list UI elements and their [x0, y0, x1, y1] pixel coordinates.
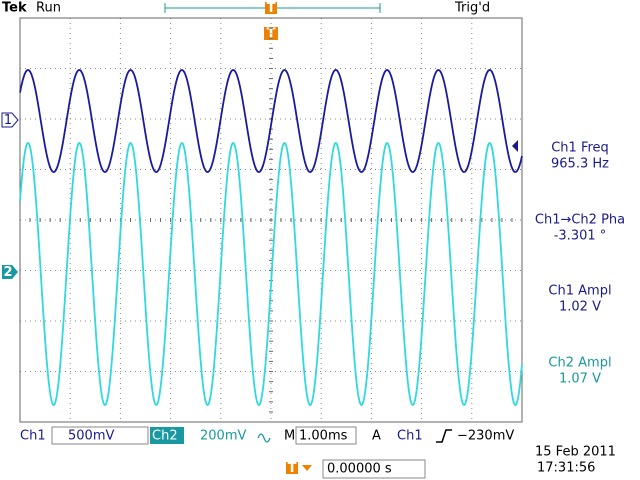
ch2-label-box [150, 427, 184, 444]
ch2-marker [2, 265, 18, 279]
ch1-scale: 500mV [68, 429, 114, 444]
time: 17:31:56 [537, 461, 595, 476]
ch1-trigger-level [512, 140, 518, 152]
measurement-value: 1.02 V [559, 300, 601, 315]
ch1-marker-label: 1 [4, 113, 12, 128]
measurement-label: Ch2 Ampl [548, 356, 611, 371]
ch2-trace [19, 141, 523, 407]
position-marker-icon [286, 462, 298, 474]
measurement-label: Ch1 Ampl [548, 284, 611, 299]
trigger-position-letter: T [267, 1, 276, 16]
bandwidth-limit-icon [257, 433, 271, 443]
ch2-scale: 200mV [200, 429, 246, 444]
run-status: Run [36, 1, 61, 16]
brand: Tek [2, 1, 27, 16]
timebase-box [295, 426, 357, 445]
trigger-position-icon [265, 2, 277, 14]
measurement-value: -3.301 ° [554, 229, 607, 244]
traces [19, 69, 523, 407]
timebase: 1.00ms [299, 429, 348, 444]
position-box [322, 459, 426, 479]
ch1-scale-box [51, 426, 149, 445]
trigger-source: Ch1 [397, 429, 423, 444]
ch2-marker-label: 2 [3, 265, 12, 280]
horizontal-position: 0.00000 s [327, 462, 392, 477]
graticule-border [19, 17, 523, 423]
trigger-slope-icon [436, 429, 452, 443]
position-arrow [302, 465, 312, 471]
ch1-label: Ch1 [20, 429, 46, 444]
ch1-trace [19, 69, 523, 173]
ch2-label: Ch2 [152, 429, 178, 444]
measurement-label: Ch1 Freq [551, 141, 609, 156]
trigger-level: −230mV [457, 429, 514, 444]
measurement-value: 1.07 V [559, 372, 601, 387]
measurement-label: Ch1→Ch2 Pha [535, 213, 625, 228]
timebase-label: M [284, 429, 295, 444]
ch1-marker [1, 112, 19, 128]
trigger-state: Trig'd [454, 1, 490, 16]
trigger-mode: A [372, 429, 381, 444]
date: 15 Feb 2011 [535, 445, 616, 460]
position-marker-letter: T [288, 461, 297, 476]
measurement-value: 965.3 Hz [551, 157, 609, 172]
